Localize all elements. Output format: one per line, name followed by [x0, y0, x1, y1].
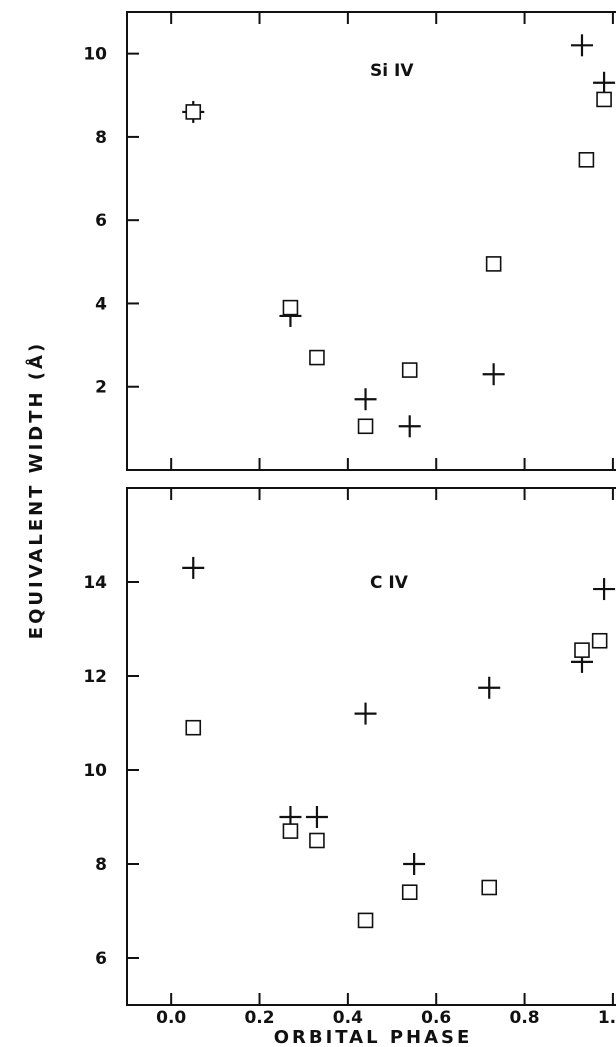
- x-tick-label: 0.0: [156, 1008, 186, 1028]
- x-axis-label: ORBITAL PHASE: [274, 1027, 473, 1047]
- data-point-plus: [403, 853, 426, 875]
- data-point-plus: [305, 806, 328, 828]
- x-tick-label: 0.4: [333, 1008, 363, 1028]
- y-tick-label: 4: [95, 294, 107, 314]
- y-tick-label: 14: [83, 573, 107, 593]
- data-point-square: [574, 642, 590, 658]
- data-point-plus: [482, 363, 505, 386]
- data-point-plus: [570, 34, 593, 57]
- data-point-square: [357, 418, 374, 435]
- data-point-square: [591, 632, 608, 649]
- x-tick-label: 0.8: [510, 1008, 540, 1028]
- data-point-plus: [593, 578, 616, 601]
- data-point-square: [401, 362, 418, 378]
- x-tick-label: 1.0: [598, 1008, 616, 1028]
- data-point-square: [485, 256, 502, 272]
- chart-panel: C IV 6 8 10 12 14: [83, 487, 616, 1006]
- data-point-square: [185, 719, 202, 736]
- y-tick-label: 6: [95, 211, 107, 231]
- data-point-plus: [182, 556, 205, 579]
- data-point-square: [481, 879, 498, 896]
- y-tick-label: 8: [95, 128, 107, 148]
- plot-frame: [126, 487, 616, 1006]
- data-point-plus: [593, 71, 616, 94]
- plot-layer: Si IV 2 4 6 8 10 C IV 6 8 10 12 14 0.0 0.2 0.4 0.6 0.8 1.…: [24, 11, 616, 1047]
- data-point-square: [578, 152, 595, 168]
- data-point-square: [282, 299, 299, 316]
- y-tick-label: 10: [83, 45, 107, 65]
- panel-title: C IV: [370, 573, 409, 593]
- data-point-plus: [398, 415, 421, 438]
- panel-title: Si IV: [370, 61, 414, 81]
- y-tick-label: 2: [95, 378, 107, 398]
- data-point-square: [309, 349, 325, 366]
- data-point-square: [596, 91, 612, 108]
- y-tick-label: 10: [83, 761, 107, 781]
- data-point-square: [357, 912, 374, 929]
- plot-frame: [126, 11, 616, 471]
- x-tick-label: 0.6: [421, 1008, 451, 1028]
- data-point-square: [282, 823, 299, 839]
- y-tick-label: 12: [83, 667, 107, 687]
- y-axis-label: EQUIVALENT WIDTH (Å): [24, 341, 47, 639]
- data-point-square: [401, 884, 418, 901]
- y-tick-label: 8: [95, 855, 107, 875]
- data-point-plus: [478, 676, 501, 699]
- chart-panel: Si IV 2 4 6 8 10: [83, 11, 616, 471]
- data-point-plus: [354, 702, 377, 725]
- data-point-plus: [354, 388, 377, 411]
- data-point-square: [185, 104, 202, 120]
- y-tick-label: 6: [95, 949, 107, 969]
- data-point-square: [309, 832, 325, 849]
- x-tick-label: 0.2: [244, 1008, 274, 1028]
